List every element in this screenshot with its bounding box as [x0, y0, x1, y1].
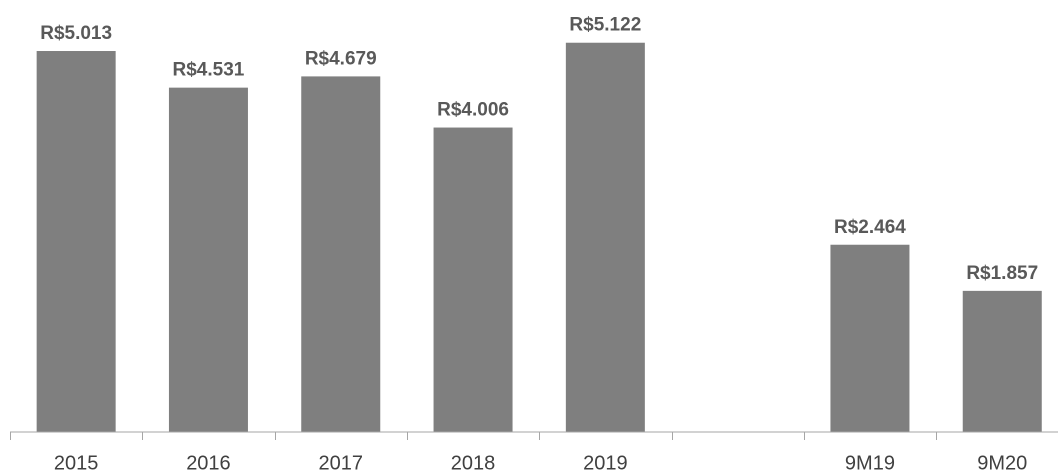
bar — [565, 42, 645, 433]
x-tick-label: 2015 — [54, 452, 99, 474]
bar — [168, 87, 248, 433]
x-tick-label: 9M20 — [977, 452, 1027, 474]
data-label: R$4.006 — [437, 100, 509, 121]
x-tick-label: 2017 — [319, 452, 364, 474]
bar — [36, 51, 116, 433]
bar — [433, 127, 513, 432]
data-label: R$5.013 — [40, 23, 112, 44]
data-label: R$5.122 — [569, 15, 641, 36]
data-label: R$4.531 — [173, 60, 245, 81]
data-label: R$4.679 — [305, 48, 377, 69]
bar — [301, 76, 381, 432]
bar — [830, 244, 910, 432]
x-tick-label: 2016 — [186, 452, 231, 474]
x-tick-label: 9M19 — [845, 452, 895, 474]
bar — [962, 290, 1042, 432]
x-tick-label: 2018 — [451, 452, 496, 474]
data-label: R$1.857 — [966, 263, 1038, 284]
data-label: R$2.464 — [834, 217, 906, 238]
x-tick-label: 2019 — [583, 452, 628, 474]
